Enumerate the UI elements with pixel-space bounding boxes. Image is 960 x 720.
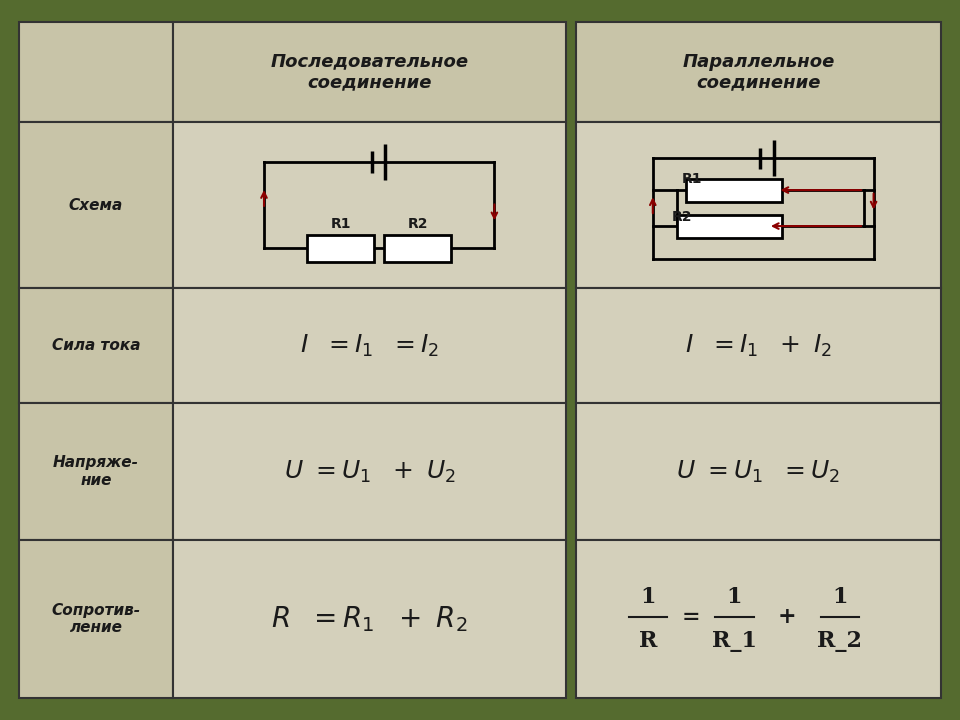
Text: Сопротив-
ление: Сопротив- ление <box>52 603 140 635</box>
Bar <box>576 22 941 122</box>
Bar <box>677 215 782 238</box>
Text: R1: R1 <box>682 173 702 186</box>
Text: $U\ =U_1\ \ =U_2$: $U\ =U_1\ \ =U_2$ <box>677 459 840 485</box>
Text: 1: 1 <box>640 586 656 608</box>
Bar <box>384 235 451 262</box>
Bar <box>19 22 173 122</box>
Bar <box>19 540 173 698</box>
Bar <box>19 403 173 540</box>
Bar <box>576 403 941 540</box>
Bar <box>173 122 566 288</box>
Text: $I\ \ =I_1\ \ +\ I_2$: $I\ \ =I_1\ \ +\ I_2$ <box>684 333 832 359</box>
Bar <box>19 122 173 288</box>
Text: Сила тока: Сила тока <box>52 338 140 353</box>
Text: R: R <box>638 630 658 652</box>
Text: =: = <box>682 606 701 628</box>
Text: 1: 1 <box>832 586 848 608</box>
Bar <box>19 288 173 403</box>
Bar <box>686 179 782 202</box>
Text: R_1: R_1 <box>712 630 756 652</box>
Text: Последовательное
соединение: Последовательное соединение <box>271 53 468 91</box>
Bar <box>173 288 566 403</box>
Bar <box>576 540 941 698</box>
Bar <box>173 22 566 122</box>
Text: R2: R2 <box>407 217 428 231</box>
Text: +: + <box>778 606 797 628</box>
Text: R1: R1 <box>330 217 351 231</box>
Bar <box>307 235 374 262</box>
Text: 1: 1 <box>727 586 742 608</box>
Text: R2: R2 <box>672 210 692 224</box>
Text: $U\ =U_1\ \ +\ U_2$: $U\ =U_1\ \ +\ U_2$ <box>283 459 456 485</box>
Bar <box>173 403 566 540</box>
Text: Параллельное
соединение: Параллельное соединение <box>683 53 834 91</box>
Bar <box>576 288 941 403</box>
Text: R_2: R_2 <box>818 630 862 652</box>
Text: Схема: Схема <box>69 198 123 212</box>
Text: $R\ \ =R_1\ \ +\ R_2$: $R\ \ =R_1\ \ +\ R_2$ <box>272 604 468 634</box>
Text: $I\ \ =I_1\ \ =I_2$: $I\ \ =I_1\ \ =I_2$ <box>300 333 439 359</box>
Text: Напряже-
ние: Напряже- ние <box>53 456 139 488</box>
Bar <box>576 122 941 288</box>
Bar <box>173 540 566 698</box>
